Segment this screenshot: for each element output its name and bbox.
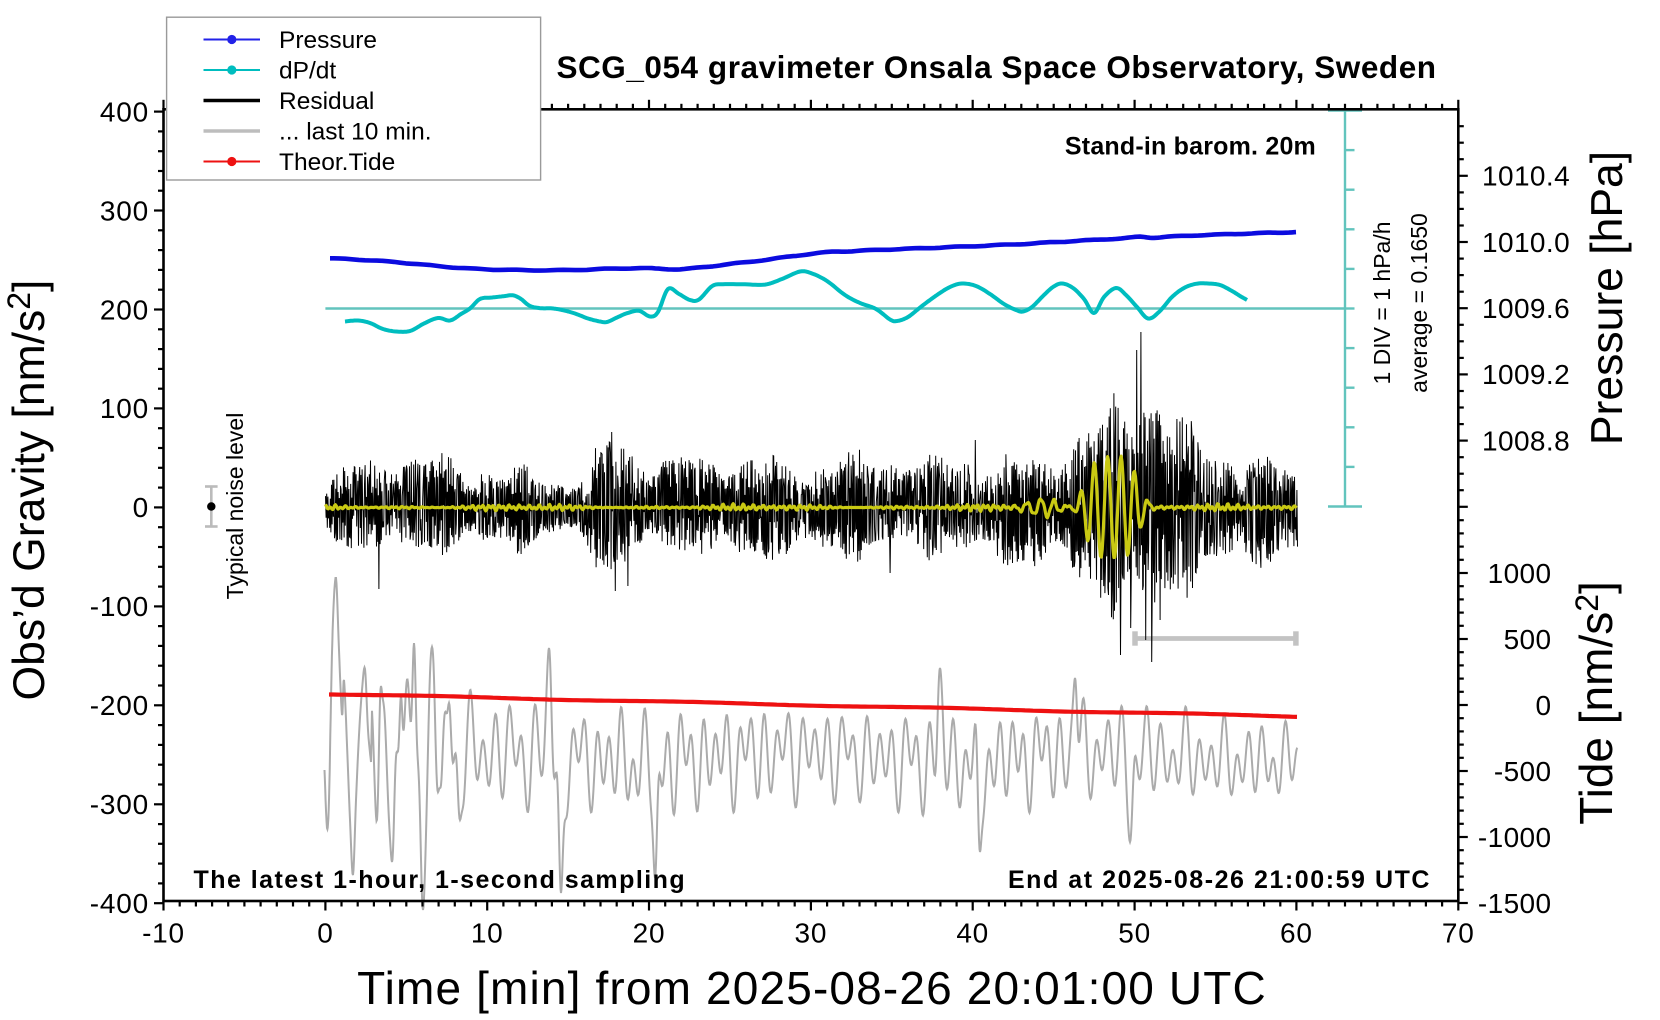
- svg-text:Residual: Residual: [279, 88, 374, 115]
- svg-text:Obs’d Gravity [nm/s2]: Obs’d Gravity [nm/s2]: [1, 280, 54, 701]
- svg-text:-300: -300: [90, 789, 149, 820]
- svg-text:400: 400: [100, 96, 149, 127]
- svg-text:-100: -100: [90, 591, 149, 622]
- svg-text:40: 40: [956, 917, 989, 948]
- svg-text:The latest 1-hour, 1-second sa: The latest 1-hour, 1-second sampling: [194, 866, 687, 894]
- svg-text:1000: 1000: [1488, 558, 1552, 589]
- svg-text:... last 10 min.: ... last 10 min.: [279, 119, 432, 146]
- svg-text:200: 200: [100, 294, 149, 325]
- svg-text:60: 60: [1280, 917, 1313, 948]
- svg-text:20: 20: [633, 917, 666, 948]
- svg-text:Tide [nm/s2]: Tide [nm/s2]: [1569, 581, 1622, 825]
- svg-text:-10: -10: [142, 917, 185, 948]
- svg-text:30: 30: [795, 917, 828, 948]
- svg-text:0: 0: [133, 492, 149, 523]
- svg-text:Typical noise level: Typical noise level: [222, 413, 248, 600]
- svg-text:End at 2025-08-26 21:00:59 UTC: End at 2025-08-26 21:00:59 UTC: [1008, 866, 1431, 894]
- svg-text:-1500: -1500: [1478, 888, 1552, 919]
- svg-text:Pressure [hPa]: Pressure [hPa]: [1583, 151, 1632, 445]
- svg-text:average = 0.1650: average = 0.1650: [1406, 213, 1432, 393]
- svg-text:1009.2: 1009.2: [1482, 359, 1570, 390]
- svg-text:0: 0: [317, 917, 333, 948]
- svg-text:-200: -200: [90, 690, 149, 721]
- svg-text:10: 10: [471, 917, 504, 948]
- svg-text:SCG_054 gravimeter Onsala Spac: SCG_054 gravimeter Onsala Space Observat…: [556, 49, 1436, 85]
- svg-text:500: 500: [1504, 624, 1552, 655]
- svg-text:1008.8: 1008.8: [1482, 425, 1570, 456]
- svg-text:300: 300: [100, 195, 149, 226]
- svg-text:Time [min] from 2025-08-26 20:: Time [min] from 2025-08-26 20:01:00 UTC: [357, 962, 1267, 1014]
- svg-text:0: 0: [1536, 690, 1552, 721]
- svg-text:100: 100: [100, 393, 149, 424]
- svg-text:Stand-in barom. 20m: Stand-in barom. 20m: [1065, 133, 1316, 161]
- svg-text:-400: -400: [90, 888, 149, 919]
- svg-text:1009.6: 1009.6: [1482, 293, 1570, 324]
- svg-text:1 DIV = 1 hPa/h: 1 DIV = 1 hPa/h: [1369, 221, 1395, 384]
- svg-text:-500: -500: [1494, 756, 1552, 787]
- svg-text:1010.4: 1010.4: [1482, 161, 1570, 192]
- svg-text:50: 50: [1118, 917, 1151, 948]
- svg-text:Theor.Tide: Theor.Tide: [279, 149, 395, 176]
- svg-text:70: 70: [1442, 917, 1475, 948]
- svg-text:dP/dt: dP/dt: [279, 58, 336, 85]
- svg-text:Pressure: Pressure: [279, 27, 377, 54]
- svg-text:1010.0: 1010.0: [1482, 227, 1570, 258]
- svg-text:-1000: -1000: [1478, 822, 1552, 853]
